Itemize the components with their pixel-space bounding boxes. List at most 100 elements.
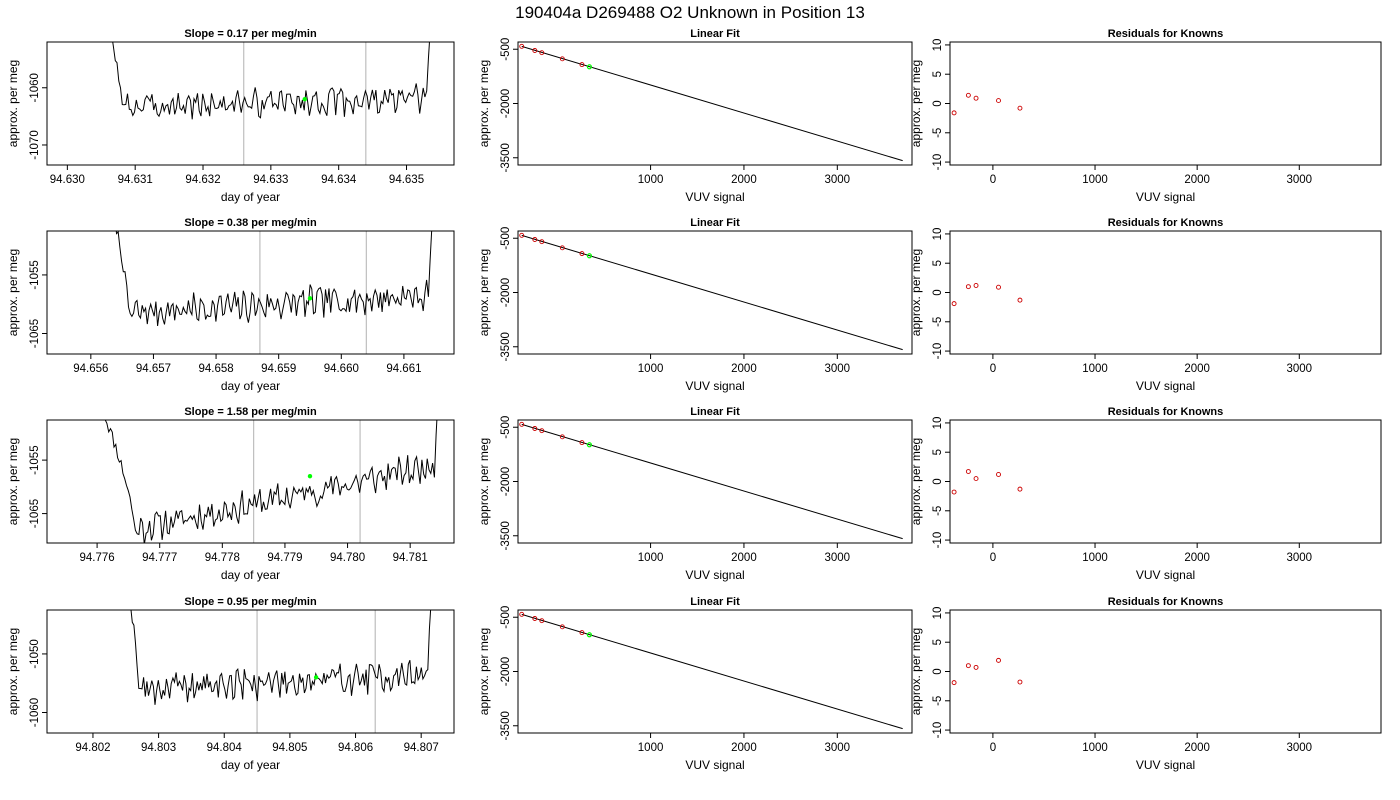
x-tick-label: 3000: [1286, 174, 1312, 186]
x-tick-label: 94.805: [272, 742, 307, 754]
x-tick-label: 94.804: [207, 742, 243, 754]
panel-grid: Slope = 0.17 per meg/min 94.630 94.631 94.6…: [6, 28, 1382, 772]
plot-area: [519, 232, 903, 351]
x-tick-label: 0: [990, 742, 996, 754]
y-axis-label: approx. per meg: [909, 628, 923, 715]
unknown-marker: [307, 296, 313, 301]
x-tick-label: 2000: [731, 742, 757, 754]
y-tick-label: -10: [932, 343, 944, 360]
y-tick-label: -2000: [500, 278, 512, 307]
y-axis-label: approx. per meg: [477, 628, 491, 715]
x-axis-label: VUV signal: [1136, 758, 1195, 772]
panel-frame: [46, 419, 455, 544]
x-tick-label: 94.659: [261, 363, 296, 375]
plot-area: [104, 420, 438, 543]
y-tick-label: 10: [932, 607, 944, 620]
panel-frame: [517, 230, 913, 355]
y-tick-label: -500: [500, 227, 512, 250]
y-tick-label: -500: [500, 416, 512, 439]
known-point: [532, 616, 538, 621]
known-point: [579, 440, 585, 446]
panel-frame: [46, 41, 455, 166]
panel-frame: [949, 419, 1382, 544]
residual-point: [973, 664, 979, 670]
x-tick-label: 2000: [731, 174, 757, 186]
x-tick-label: 0: [990, 552, 996, 564]
y-tick-label: 10: [932, 39, 944, 52]
x-axis-label: day of year: [221, 758, 280, 772]
y-tick-label: -5: [932, 128, 944, 138]
y-tick-label: -1055: [29, 260, 41, 289]
panel-title: Residuals for Knowns: [1108, 217, 1224, 229]
x-tick-label: 3000: [1286, 742, 1312, 754]
panel-title: Residuals for Knowns: [1108, 596, 1224, 608]
known-point: [519, 421, 525, 427]
y-tick-label: 5: [932, 639, 944, 645]
y-axis-label: approx. per meg: [6, 628, 20, 715]
panel-residuals-3: Residuals for Knowns 0 1000 2000 3000 -10 -5 0 5…: [909, 406, 1382, 582]
panel-frame: [46, 230, 455, 355]
residual-point: [973, 95, 979, 101]
known-point: [559, 56, 565, 62]
panel-frame: [46, 609, 455, 734]
panel-title: Linear Fit: [690, 217, 740, 229]
residual-point: [951, 301, 957, 307]
residual-point: [973, 476, 979, 482]
residual-point: [996, 657, 1001, 663]
known-point: [539, 428, 545, 434]
y-tick-label: -1060: [29, 698, 41, 727]
x-axis-label: VUV signal: [685, 190, 744, 204]
unknown-point: [586, 64, 593, 70]
fit-line: [521, 45, 903, 162]
unknown-point: [586, 253, 593, 259]
panel-residuals-2: Residuals for Knowns 0 1000 2000 3000 -10 -5 0 5…: [909, 217, 1382, 393]
plot-area: [951, 283, 1023, 307]
y-tick-label: -10: [932, 154, 944, 171]
plot-area: [951, 657, 1023, 686]
x-axis-label: VUV signal: [685, 379, 744, 393]
y-tick-label: -5: [932, 696, 944, 706]
unknown-marker: [313, 675, 319, 680]
panel-fit-2: Linear Fit 1000 2000 3000 -500 -2000 -3500 VUV …: [477, 217, 913, 393]
x-tick-label: 3000: [825, 742, 851, 754]
y-tick-label: -5: [932, 506, 944, 516]
residual-point: [1017, 486, 1023, 492]
y-tick-label: -3500: [500, 711, 512, 740]
x-tick-label: 94.635: [389, 174, 424, 186]
known-point: [539, 618, 545, 624]
y-tick-label: 5: [932, 71, 944, 77]
residual-point: [1017, 679, 1023, 685]
x-tick-label: 0: [990, 174, 996, 186]
y-axis-label: approx. per meg: [909, 438, 923, 525]
panel-title: Residuals for Knowns: [1108, 28, 1224, 40]
x-axis-label: VUV signal: [1136, 568, 1195, 582]
panel-fit-4: Linear Fit 1000 2000 3000 -500 -2000 -3500 VUV …: [477, 596, 913, 772]
panel-title: Residuals for Knowns: [1108, 406, 1224, 418]
panel-residuals-1: Residuals for Knowns 0 1000 2000 3000 -10 -5 0 5…: [909, 28, 1382, 204]
y-tick-label: -10: [932, 722, 944, 739]
y-tick-label: -2000: [500, 89, 512, 118]
plot-area: [115, 231, 433, 354]
panel-frame: [949, 609, 1382, 734]
y-tick-label: -3500: [500, 143, 512, 172]
panel-timeseries-2: Slope = 0.38 per meg/min 94.656 94.657 94.6…: [6, 217, 455, 393]
y-tick-label: -1065: [29, 499, 41, 528]
panel-frame: [517, 609, 913, 734]
x-tick-label: 94.802: [75, 742, 110, 754]
x-axis-label: day of year: [221, 568, 280, 582]
x-tick-label: 1000: [638, 363, 664, 375]
x-tick-label: 1000: [1082, 742, 1108, 754]
known-point: [559, 434, 565, 440]
x-tick-label: 1000: [638, 742, 664, 754]
plot-area: [951, 92, 1023, 116]
x-tick-label: 3000: [1286, 552, 1312, 564]
x-tick-label: 94.778: [205, 552, 240, 564]
panel-fit-1: Linear Fit 1000 2000 3000 -500 -2000 -3500 VUV …: [477, 28, 913, 204]
panel-title: Slope = 0.17 per meg/min: [184, 28, 317, 40]
x-tick-label: 94.776: [79, 552, 114, 564]
y-axis-label: approx. per meg: [477, 249, 491, 336]
y-tick-label: -1050: [29, 639, 41, 668]
known-point: [539, 50, 545, 56]
known-point: [519, 611, 525, 617]
x-axis-label: VUV signal: [1136, 190, 1195, 204]
